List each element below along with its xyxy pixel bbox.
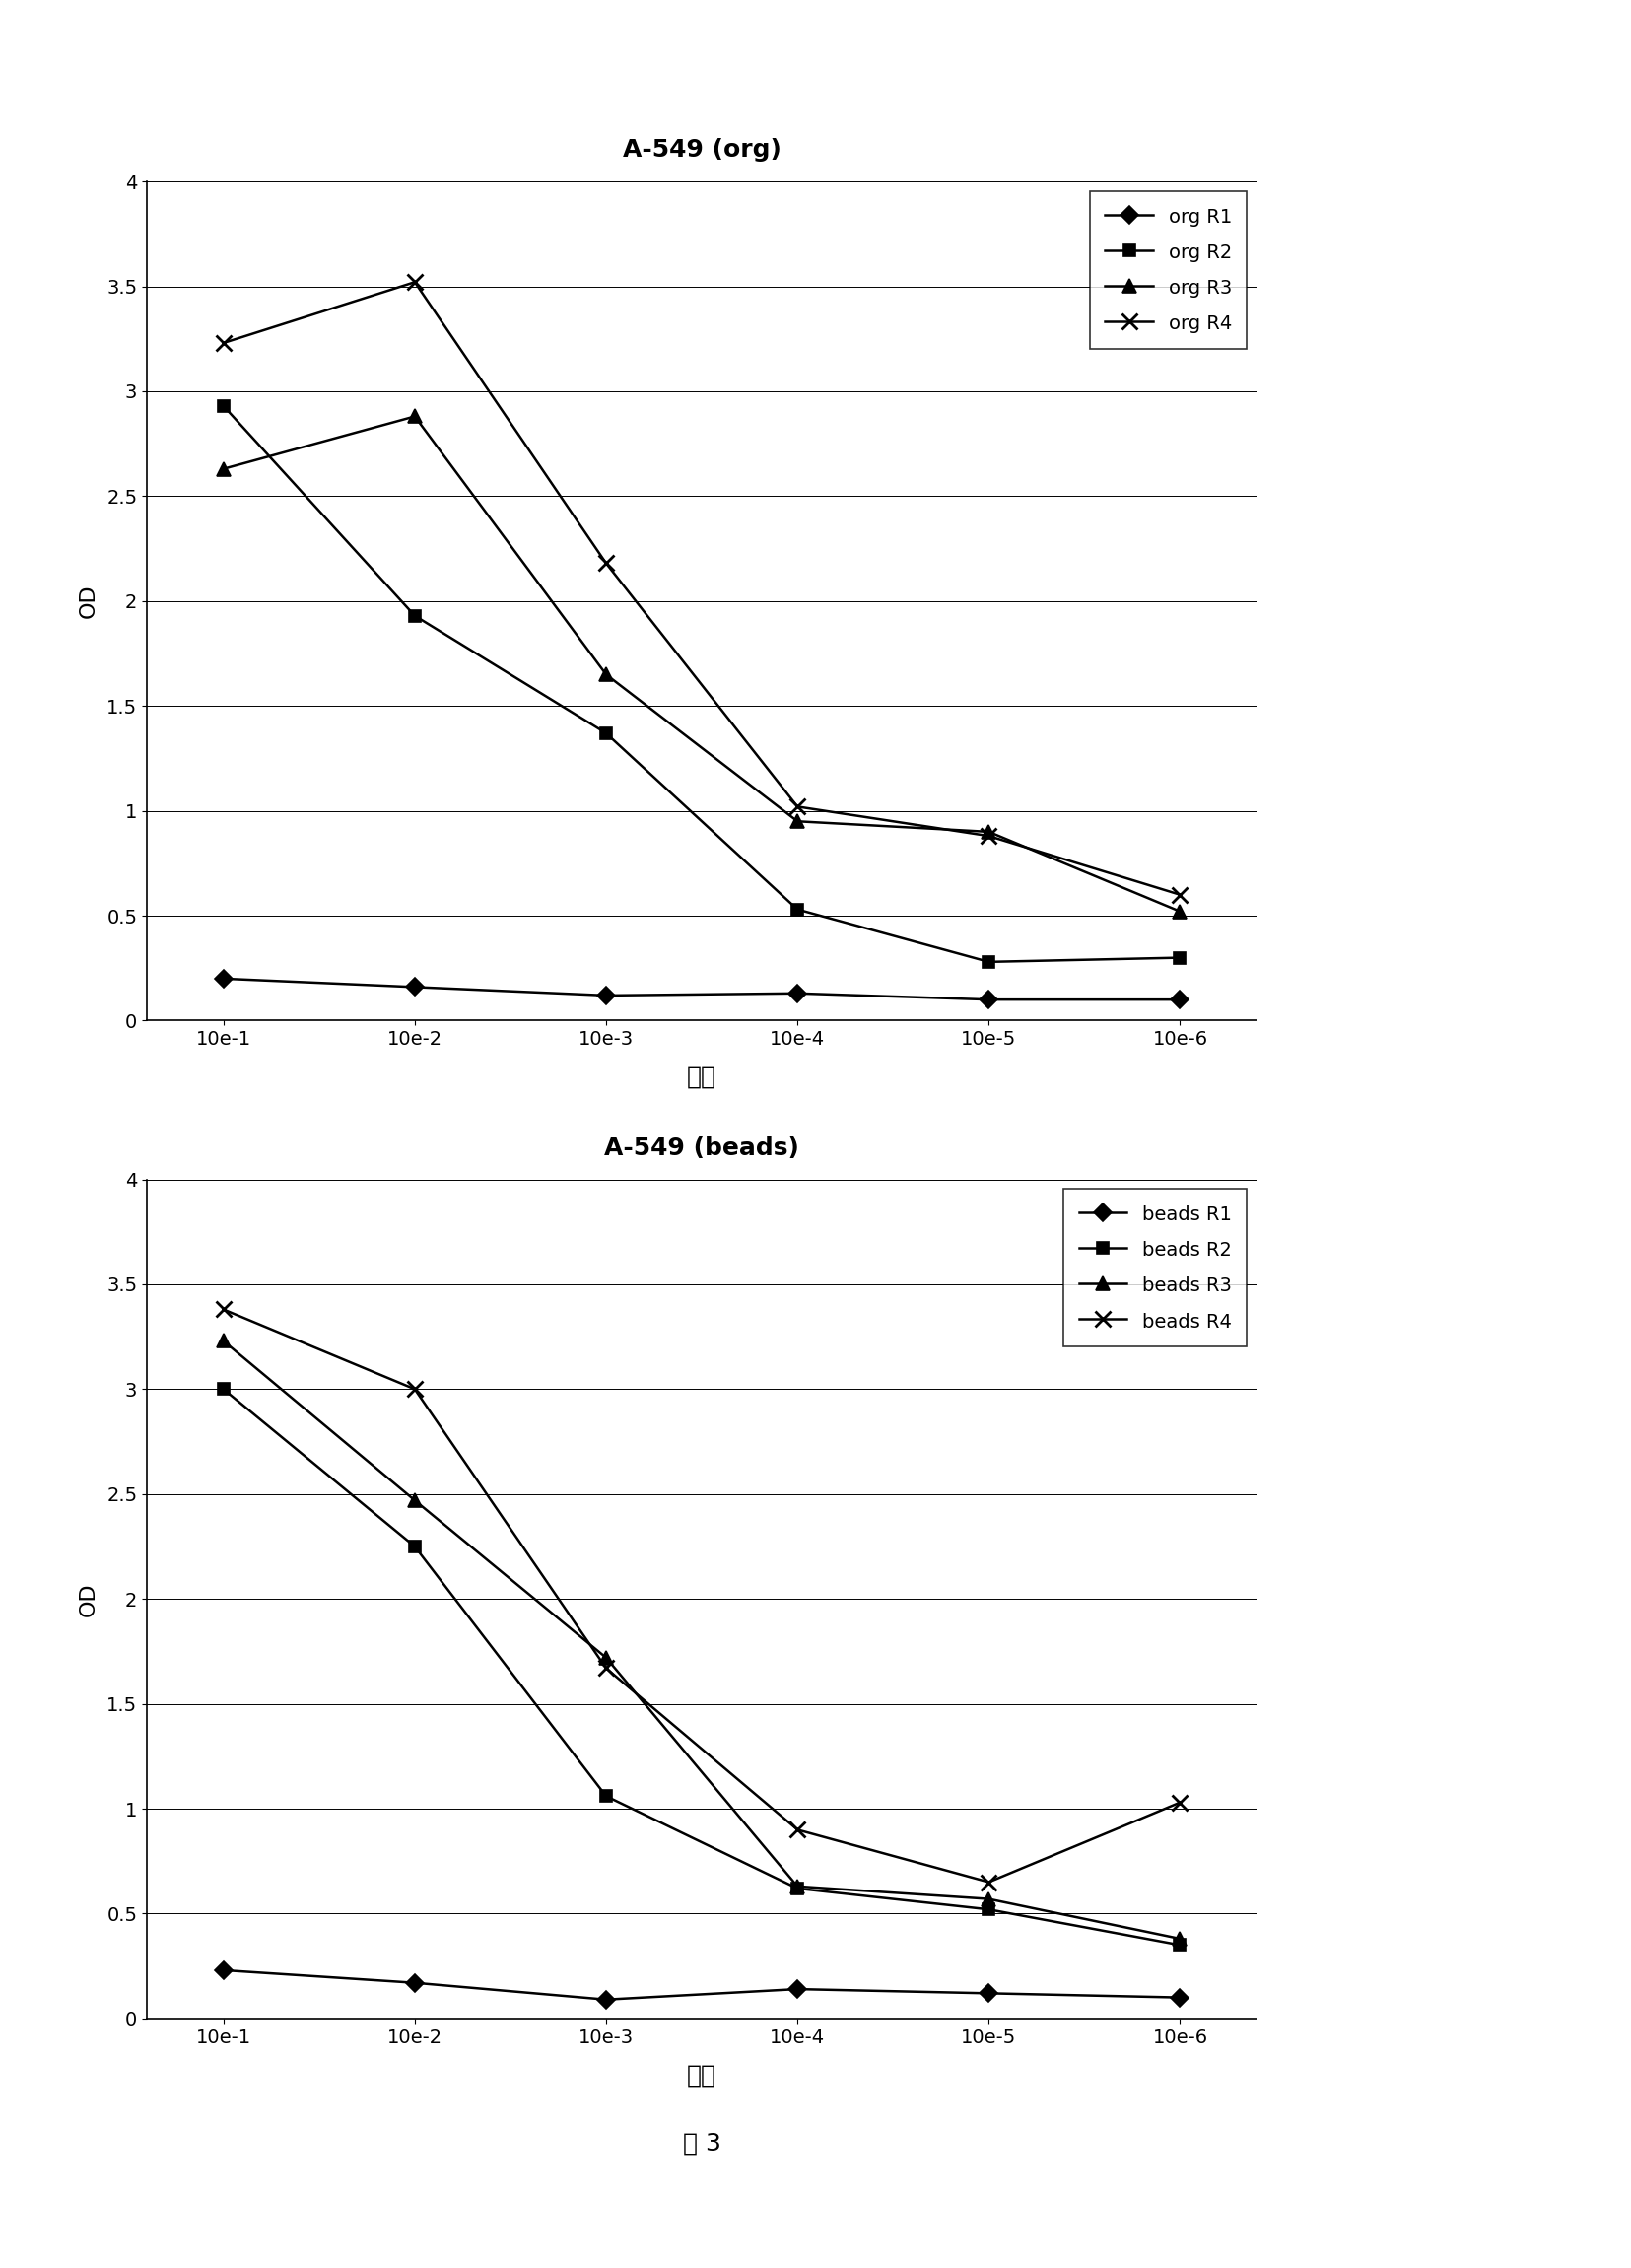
org R1 [1169, 987, 1189, 1014]
beads R4 [979, 1869, 998, 1896]
org R3 [595, 660, 615, 687]
beads R4 [788, 1817, 807, 1844]
Line: org R3: org R3 [217, 411, 1186, 919]
beads R1 [979, 1980, 998, 2007]
org R3 [979, 819, 998, 846]
org R1 [404, 973, 424, 1000]
beads R2 [595, 1783, 615, 1810]
beads R1 [404, 1969, 424, 1996]
beads R4 [595, 1656, 615, 1683]
org R4 [214, 329, 233, 356]
X-axis label: 稀释: 稀释 [687, 2064, 716, 2087]
Text: 图 3: 图 3 [682, 2132, 721, 2155]
org R3 [214, 456, 233, 483]
beads R1 [595, 1987, 615, 2014]
org R2 [788, 896, 807, 923]
org R4 [404, 268, 424, 295]
beads R3 [214, 1327, 233, 1354]
org R3 [788, 807, 807, 835]
beads R1 [214, 1957, 233, 1984]
org R2 [1169, 943, 1189, 971]
org R3 [1169, 898, 1189, 925]
org R4 [788, 794, 807, 821]
org R2 [214, 392, 233, 420]
org R2 [595, 719, 615, 746]
org R1 [214, 964, 233, 991]
beads R2 [979, 1896, 998, 1923]
beads R3 [979, 1885, 998, 1912]
beads R1 [788, 1975, 807, 2003]
beads R2 [214, 1374, 233, 1402]
Line: beads R4: beads R4 [215, 1302, 1187, 1889]
X-axis label: 样品: 样品 [687, 1066, 716, 1089]
beads R3 [788, 1873, 807, 1901]
org R2 [979, 948, 998, 975]
beads R2 [404, 1533, 424, 1560]
Y-axis label: OD: OD [78, 583, 98, 619]
beads R3 [1169, 1926, 1189, 1953]
Y-axis label: OD: OD [78, 1581, 98, 1617]
beads R4 [214, 1295, 233, 1322]
Legend: org R1, org R2, org R3, org R4: org R1, org R2, org R3, org R4 [1090, 191, 1246, 349]
beads R4 [404, 1374, 424, 1402]
org R1 [788, 980, 807, 1007]
beads R2 [1169, 1932, 1189, 1960]
beads R1 [1169, 1984, 1189, 2012]
beads R3 [595, 1644, 615, 1672]
Title: A-549 (org): A-549 (org) [621, 138, 781, 161]
org R2 [404, 601, 424, 628]
org R4 [595, 549, 615, 576]
org R4 [979, 823, 998, 850]
Line: org R2: org R2 [217, 399, 1186, 968]
Title: A-549 (beads): A-549 (beads) [603, 1136, 799, 1159]
beads R2 [788, 1876, 807, 1903]
Line: org R4: org R4 [215, 274, 1187, 903]
Line: org R1: org R1 [217, 973, 1186, 1005]
beads R3 [404, 1488, 424, 1515]
Line: beads R1: beads R1 [217, 1964, 1186, 2005]
Legend: beads R1, beads R2, beads R3, beads R4: beads R1, beads R2, beads R3, beads R4 [1063, 1188, 1246, 1347]
org R4 [1169, 880, 1189, 907]
Line: beads R3: beads R3 [217, 1334, 1186, 1946]
beads R4 [1169, 1789, 1189, 1817]
org R1 [979, 987, 998, 1014]
org R1 [595, 982, 615, 1009]
org R3 [404, 404, 424, 431]
Line: beads R2: beads R2 [217, 1383, 1186, 1950]
